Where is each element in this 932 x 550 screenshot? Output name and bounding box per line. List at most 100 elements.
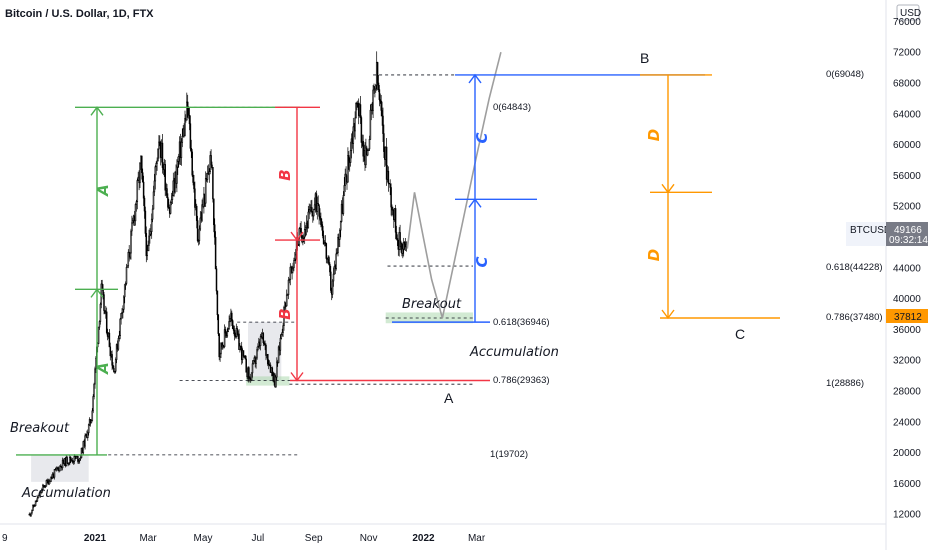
fib-label: 0.618(44228) (826, 262, 883, 273)
candle-body (395, 231, 398, 239)
candle-body (343, 185, 346, 196)
arrow-head (90, 106, 104, 116)
candle-body (255, 357, 257, 364)
candle-body (142, 181, 145, 199)
candle-body (148, 235, 150, 246)
candle-body (349, 150, 352, 163)
candle-body (124, 283, 127, 285)
candle-body (285, 294, 288, 307)
annotation-label: Breakout (402, 297, 462, 312)
candle-body (134, 204, 137, 222)
candle-body (227, 328, 229, 332)
labels-layer: Breakout Accumulation Breakout Accumulation… (10, 50, 745, 501)
candle-body (280, 334, 283, 339)
candle-body (108, 332, 111, 348)
candle-body (115, 344, 118, 360)
candle-body (164, 164, 166, 191)
candle-body (379, 99, 382, 102)
candle-body (127, 251, 130, 267)
y-tick-label: 40000 (893, 294, 921, 305)
candle-body (405, 241, 408, 248)
projection-layer (406, 52, 502, 319)
candle-body (283, 306, 285, 326)
candle-body (328, 257, 330, 265)
candle-body (220, 342, 222, 355)
candles-layer (28, 51, 408, 517)
y-tick-label: 12000 (893, 510, 921, 521)
candle-body (206, 173, 209, 180)
candle-body (34, 500, 37, 506)
candle-body (377, 82, 380, 90)
candle-body (389, 183, 391, 188)
candle-body (99, 303, 102, 322)
candle-body (271, 367, 274, 373)
candle-body (339, 229, 341, 240)
candle-body (87, 432, 89, 439)
candle-body (236, 328, 238, 336)
candle-body (32, 505, 34, 511)
candle-body (36, 497, 39, 502)
candle-body (304, 227, 307, 230)
candle-body (319, 216, 321, 219)
candle-body (120, 313, 122, 320)
candle-body (324, 242, 327, 244)
candle-body (135, 201, 138, 205)
annotation-label: Breakout (10, 421, 70, 436)
candle-body (44, 485, 47, 488)
x-tick-label: Jul (252, 533, 265, 544)
candle-body (383, 133, 385, 152)
candle-body (130, 230, 132, 254)
candle-body (191, 151, 193, 176)
candle-body (216, 290, 219, 316)
candle-body (92, 396, 94, 412)
countdown: 09:32:14 (889, 235, 928, 246)
candle-body (276, 361, 278, 378)
candle-body (322, 235, 325, 245)
wave-label: B (276, 169, 294, 180)
candle-body (257, 345, 259, 350)
candle-body (387, 170, 390, 184)
wave-label: B (276, 308, 294, 319)
candle-body (357, 103, 359, 108)
candle-body (354, 117, 356, 132)
candle-body (68, 462, 70, 464)
arrow-head (290, 231, 304, 242)
candle-body (275, 376, 277, 388)
candle-body (313, 204, 316, 210)
candle-body (69, 457, 72, 461)
candle-body (267, 363, 270, 366)
currency-badge[interactable]: USD (896, 4, 921, 21)
x-tick-label: 9 (2, 533, 8, 544)
candle-body (101, 283, 103, 290)
candle-body (145, 233, 148, 257)
candle-body (320, 217, 322, 225)
candle-body (196, 220, 199, 241)
candle-body (117, 338, 120, 350)
point-label: B (640, 50, 649, 66)
candle-body (390, 187, 392, 208)
y-tick-label: 36000 (893, 325, 921, 336)
candle-body (159, 141, 161, 146)
candle-body (394, 208, 397, 233)
candle-body (73, 455, 76, 463)
candle-body (176, 166, 178, 184)
candle-body (244, 355, 247, 360)
candle-body (352, 126, 355, 144)
candle-body (344, 173, 346, 186)
candle-body (114, 370, 116, 373)
y-tick-label: 20000 (893, 448, 921, 459)
y-tick-label: 60000 (893, 140, 921, 151)
last-price: 49166 (894, 225, 922, 236)
candle-body (155, 163, 157, 168)
candle-body (311, 207, 313, 213)
candle-body (399, 232, 401, 248)
candle-body (277, 346, 280, 364)
candle-body (339, 221, 342, 231)
wave-label: C (473, 132, 491, 143)
candle-body (41, 489, 43, 493)
candle-body (166, 188, 168, 198)
candle-body (177, 161, 179, 168)
candle-body (48, 480, 50, 485)
candle-body (264, 343, 266, 346)
